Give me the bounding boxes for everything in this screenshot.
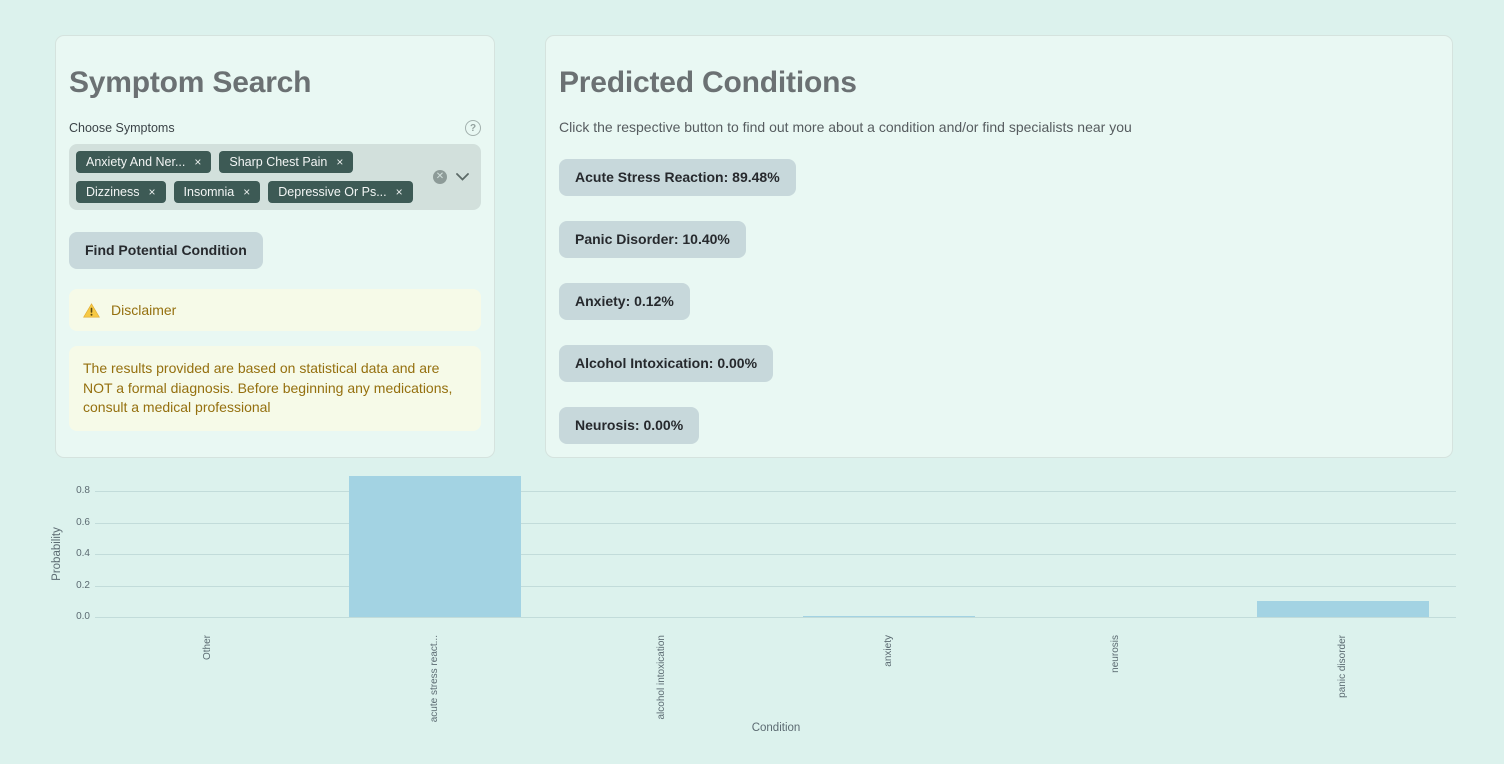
chart-gridline — [95, 491, 1456, 492]
x-axis-tick-label: acute stress react... — [429, 635, 440, 723]
y-axis-tick-label: 0.4 — [76, 548, 90, 559]
predicted-conditions-subtitle: Click the respective button to find out … — [559, 119, 1132, 135]
remove-tag-icon[interactable]: × — [336, 155, 344, 169]
predicted-conditions-card: Predicted Conditions Click the respectiv… — [545, 35, 1453, 458]
condition-button-neurosis[interactable]: Neurosis: 0.00% — [559, 407, 700, 444]
condition-button-acute-stress-reaction[interactable]: Acute Stress Reaction: 89.48% — [559, 159, 796, 196]
multiselect-controls: ✕ — [433, 170, 469, 184]
disclaimer-heading: Disclaimer — [111, 302, 177, 318]
symptom-tag-label: Depressive Or Ps... — [278, 185, 387, 199]
chart-bar — [349, 476, 521, 617]
x-axis-tick-label: Other — [202, 635, 213, 661]
predicted-conditions-title: Predicted Conditions — [559, 66, 857, 99]
y-axis-title: Probability — [51, 527, 63, 581]
symptom-tag: Insomnia × — [173, 181, 261, 203]
remove-tag-icon[interactable]: × — [148, 185, 156, 199]
condition-button-alcohol-intoxication[interactable]: Alcohol Intoxication: 0.00% — [559, 345, 774, 382]
chart-bar — [803, 616, 975, 617]
chart-gridline — [95, 522, 1456, 524]
condition-button-panic-disorder[interactable]: Panic Disorder: 10.40% — [559, 221, 746, 258]
symptom-tag: Sharp Chest Pain × — [219, 151, 354, 173]
x-axis-tick: acute stress react... — [429, 630, 516, 722]
find-potential-condition-button[interactable]: Find Potential Condition — [69, 232, 263, 269]
symptom-tag-label: Dizziness — [86, 185, 140, 199]
chevron-down-icon[interactable] — [456, 173, 469, 181]
symptom-tag-label: Anxiety And Ner... — [86, 155, 186, 169]
x-axis-tick-label: alcohol intoxication — [656, 635, 667, 720]
symptom-tag-list: Anxiety And Ner... × Sharp Chest Pain × … — [76, 151, 417, 203]
warning-icon — [83, 302, 100, 318]
y-axis-tick-label: 0.6 — [76, 516, 90, 528]
x-axis-tick: neurosis — [1110, 630, 1148, 673]
disclaimer-text: The results provided are based on statis… — [69, 346, 481, 431]
symptom-tag-label: Insomnia — [183, 185, 235, 199]
y-axis-tick-label: 0.8 — [76, 485, 90, 496]
choose-symptoms-label: Choose Symptoms — [69, 121, 175, 135]
symptom-search-card: Symptom Search Choose Symptoms ? Anxiety… — [55, 35, 495, 458]
symptom-tag-label: Sharp Chest Pain — [229, 155, 328, 169]
chart-gridline — [95, 617, 1456, 618]
chart-gridline — [95, 554, 1456, 555]
clear-all-icon[interactable]: ✕ — [433, 170, 447, 184]
condition-buttons-group: Acute Stress Reaction: 89.48% Panic Diso… — [559, 159, 1439, 444]
disclaimer-banner: Disclaimer — [69, 289, 481, 331]
chart-bar — [1257, 601, 1429, 617]
y-axis-tick-label: 0.2 — [76, 579, 90, 591]
x-axis-tick: panic disorder — [1337, 630, 1400, 698]
y-axis-tick-label: 0.0 — [76, 611, 90, 622]
condition-button-anxiety[interactable]: Anxiety: 0.12% — [559, 283, 690, 320]
symptom-tag: Anxiety And Ner... × — [76, 151, 212, 173]
symptom-search-title: Symptom Search — [69, 66, 312, 99]
probability-bar-chart: 0.0 0.2 0.4 0.6 0.8 Other acute stress react..… — [0, 460, 1504, 764]
x-axis-tick: anxiety — [883, 630, 915, 667]
symptom-multiselect[interactable]: Anxiety And Ner... × Sharp Chest Pain × … — [69, 144, 481, 210]
x-axis-tick-label: panic disorder — [1337, 635, 1348, 698]
x-axis-tick-label: neurosis — [1110, 635, 1121, 673]
remove-tag-icon[interactable]: × — [194, 155, 202, 169]
symptom-tag: Dizziness × — [76, 181, 166, 203]
x-axis-tick-label: anxiety — [883, 635, 894, 667]
remove-tag-icon[interactable]: × — [243, 185, 251, 199]
x-axis-tick: Other — [202, 630, 227, 660]
chart-gridline — [95, 585, 1456, 587]
x-axis-title: Condition — [751, 722, 801, 734]
choose-symptoms-row: Choose Symptoms ? — [69, 120, 481, 136]
remove-tag-icon[interactable]: × — [395, 185, 403, 199]
symptom-tag: Depressive Or Ps... × — [268, 181, 413, 203]
x-axis-tick: alcohol intoxication — [656, 630, 741, 720]
help-icon[interactable]: ? — [465, 120, 481, 136]
